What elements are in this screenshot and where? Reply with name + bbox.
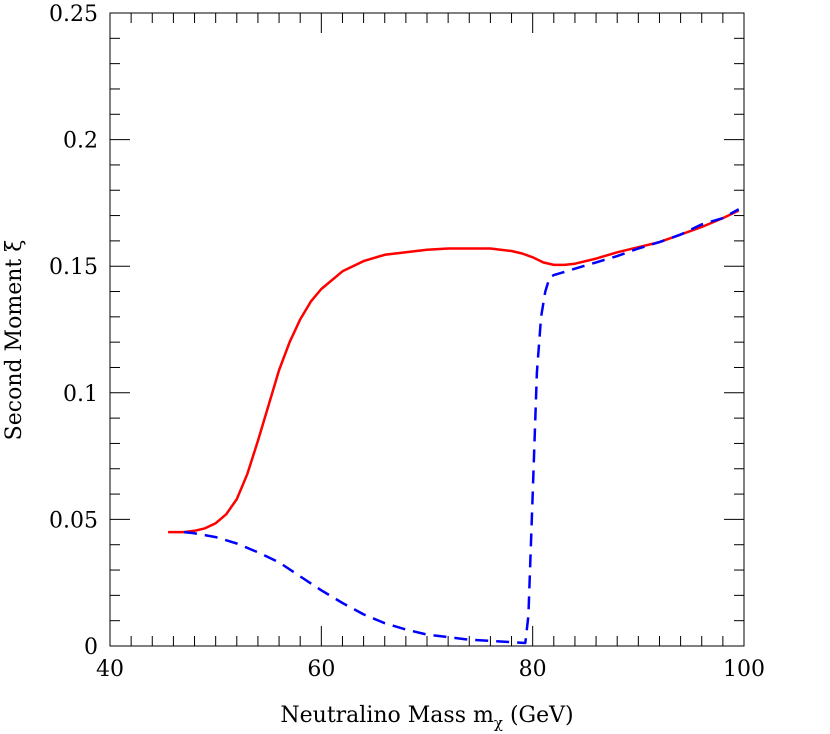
x-tick-label: 80 bbox=[519, 657, 547, 682]
x-tick-label: 100 bbox=[723, 657, 765, 682]
plot-frame bbox=[109, 12, 745, 647]
axis-ticks bbox=[109, 12, 745, 647]
x-tick-label: 60 bbox=[307, 657, 335, 682]
y-tick-label: 0.25 bbox=[49, 2, 98, 27]
series-group bbox=[168, 208, 740, 645]
y-tick-label: 0.1 bbox=[63, 382, 98, 407]
y-tick-label: 0.2 bbox=[63, 129, 98, 154]
y-axis-label: Second Moment ξ bbox=[2, 240, 27, 441]
y-tick-label: 0.05 bbox=[49, 508, 98, 533]
tick-labels: 40 60 80 100 0 0.05 0.1 0.15 0.2 0.25 bbox=[49, 2, 765, 682]
series-line-solid bbox=[168, 209, 740, 534]
x-axis-label: Neutralino Mass mχ (GeV) bbox=[280, 703, 573, 732]
x-tick-label: 40 bbox=[96, 657, 124, 682]
y-tick-label: 0.15 bbox=[49, 255, 98, 280]
y-tick-label: 0 bbox=[84, 635, 98, 660]
series-line-dashed bbox=[183, 208, 740, 645]
